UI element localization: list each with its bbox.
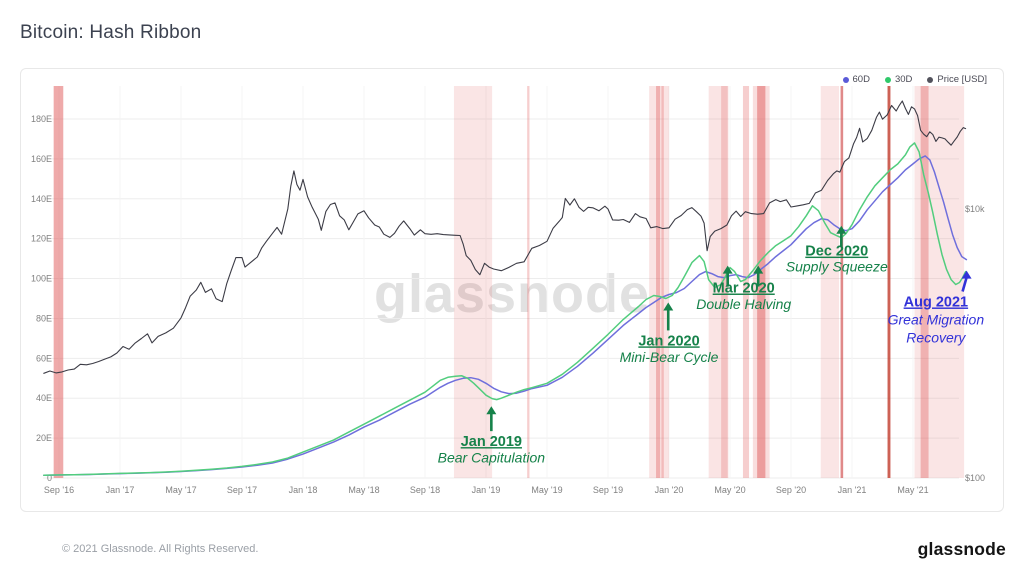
legend-item-price[interactable]: Price [USD] xyxy=(927,74,987,85)
capitulation-band xyxy=(527,86,530,478)
legend-dot-30d xyxy=(884,76,891,83)
capitulation-band xyxy=(920,86,929,478)
annotation-subtitle-dec-2020: Supply Squeeze xyxy=(786,258,888,274)
annotation-title-mar-2020: Mar 2020 xyxy=(713,281,775,297)
glassnode-logo: glassnode xyxy=(917,538,1006,559)
y-left-tick-label: 60E xyxy=(36,353,52,363)
capitulation-band xyxy=(453,86,493,478)
y-right-tick-label: $100 xyxy=(965,473,985,483)
capitulation-band xyxy=(840,86,844,478)
y-left-tick-label: 140E xyxy=(31,194,52,204)
x-tick-label: Sep '18 xyxy=(410,485,440,495)
y-right-tick-label: $10k xyxy=(965,204,985,214)
annotation-arrowhead-jan-2020 xyxy=(663,302,674,311)
x-tick-label: Jan '18 xyxy=(289,485,318,495)
x-tick-label: May '20 xyxy=(714,485,745,495)
series-price xyxy=(43,100,967,374)
glassnode-watermark: glassnode xyxy=(373,264,651,324)
annotation-subtitle-aug-2021: Great Migration xyxy=(888,311,985,327)
y-left-tick-label: 0 xyxy=(47,473,52,483)
annotation-title-jan-2019: Jan 2019 xyxy=(461,434,522,450)
legend-item-30d[interactable]: 30D xyxy=(884,74,913,85)
annotation-subtitle-jan-2020: Mini-Bear Cycle xyxy=(620,349,719,365)
x-tick-label: Jan '19 xyxy=(472,485,501,495)
y-left-tick-label: 20E xyxy=(36,433,52,443)
annotation-arrowhead-mar-2020 xyxy=(722,265,733,274)
annotation-title-aug-2021: Aug 2021 xyxy=(904,294,968,310)
annotation-arrowhead-aug-2021 xyxy=(961,270,972,279)
capitulation-band xyxy=(887,86,891,478)
legend-label-price: Price [USD] xyxy=(937,74,987,85)
y-left-tick-label: 160E xyxy=(31,154,52,164)
footer: © 2021 Glassnode. All Rights Reserved. g… xyxy=(0,534,1024,564)
capitulation-band xyxy=(721,86,728,478)
x-tick-label: Jan '21 xyxy=(838,485,867,495)
legend-item-60d[interactable]: 60D xyxy=(842,74,870,85)
legend-label-60d: 60D xyxy=(852,74,870,85)
annotation-title-dec-2020: Dec 2020 xyxy=(805,244,868,260)
copyright-text: © 2021 Glassnode. All Rights Reserved. xyxy=(62,543,259,555)
annotation-subtitle-mar-2020: Double Halving xyxy=(696,296,791,312)
annotation-subtitle-jan-2019: Bear Capitulation xyxy=(438,449,546,465)
y-left-tick-label: 40E xyxy=(36,393,52,403)
x-tick-label: Sep '17 xyxy=(227,485,257,495)
capitulation-band xyxy=(742,86,750,478)
legend-dot-60d xyxy=(842,76,849,83)
capitulation-band xyxy=(914,86,965,478)
annotation-arrowhead-jan-2019 xyxy=(486,406,497,415)
x-tick-label: Jan '17 xyxy=(106,485,135,495)
y-left-tick-label: 100E xyxy=(31,274,52,284)
x-tick-label: Sep '19 xyxy=(593,485,623,495)
annotation-arrow-aug-2021 xyxy=(961,277,968,292)
annotation-title-jan-2020: Jan 2020 xyxy=(638,333,699,349)
chart-legend: 60D 30D Price [USD] xyxy=(842,74,987,85)
x-tick-label: May '21 xyxy=(897,485,928,495)
annotation-subtitle-aug-2021: Recovery xyxy=(906,329,966,345)
x-tick-label: Sep '16 xyxy=(44,485,74,495)
y-left-tick-label: 80E xyxy=(36,313,52,323)
x-tick-label: May '17 xyxy=(165,485,196,495)
legend-label-30d: 30D xyxy=(894,74,913,85)
x-tick-label: May '19 xyxy=(531,485,562,495)
y-left-tick-label: 120E xyxy=(31,234,52,244)
x-tick-label: Jan '20 xyxy=(655,485,684,495)
capitulation-band xyxy=(649,86,669,478)
chart-card: 60D 30D Price [USD] glassnode 0 20E 40E 60E 80… xyxy=(20,68,1004,512)
capitulation-band xyxy=(661,86,664,478)
y-left-tick-label: 180E xyxy=(31,114,52,124)
capitulation-band xyxy=(656,86,661,478)
capitulation-band xyxy=(708,86,729,478)
capitulation-band xyxy=(757,86,766,478)
series-60d xyxy=(43,155,968,477)
page-title: Bitcoin: Hash Ribbon xyxy=(20,22,202,43)
annotation-arrowhead-mar-2020 xyxy=(753,265,764,274)
series-30d xyxy=(43,142,967,476)
x-tick-label: Sep '20 xyxy=(776,485,806,495)
capitulation-band xyxy=(820,86,840,478)
hash-ribbon-chart: 0 20E 40E 60E 80E 100E 120E 140E 160E 180E Sep '16… xyxy=(31,86,985,495)
annotation-arrowhead-dec-2020 xyxy=(836,225,847,234)
legend-dot-price xyxy=(927,76,934,83)
x-tick-label: May '18 xyxy=(348,485,379,495)
capitulation-band xyxy=(53,86,64,478)
